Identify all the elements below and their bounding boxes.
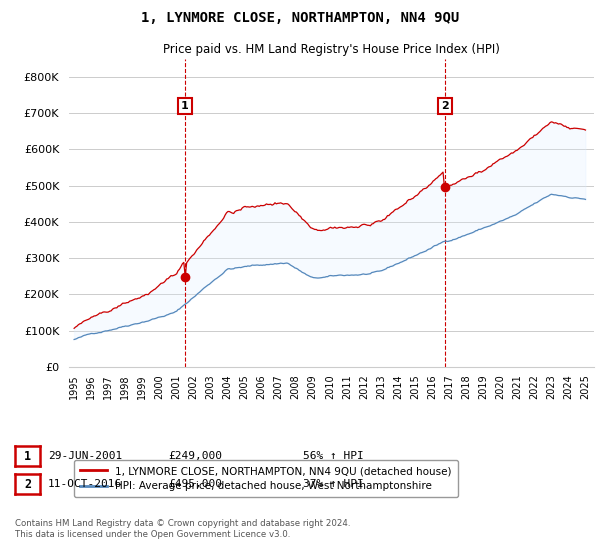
Text: 1, LYNMORE CLOSE, NORTHAMPTON, NN4 9QU: 1, LYNMORE CLOSE, NORTHAMPTON, NN4 9QU [141, 11, 459, 25]
Text: 1: 1 [181, 101, 189, 111]
Legend: 1, LYNMORE CLOSE, NORTHAMPTON, NN4 9QU (detached house), HPI: Average price, det: 1, LYNMORE CLOSE, NORTHAMPTON, NN4 9QU (… [74, 460, 458, 497]
Text: 29-JUN-2001: 29-JUN-2001 [48, 451, 122, 461]
Text: 11-OCT-2016: 11-OCT-2016 [48, 479, 122, 489]
Text: 1: 1 [24, 450, 31, 463]
Text: £249,000: £249,000 [168, 451, 222, 461]
Text: Contains HM Land Registry data © Crown copyright and database right 2024.
This d: Contains HM Land Registry data © Crown c… [15, 520, 350, 539]
Text: £495,000: £495,000 [168, 479, 222, 489]
Text: 2: 2 [441, 101, 449, 111]
Text: 2: 2 [24, 478, 31, 491]
Text: 37% ↑ HPI: 37% ↑ HPI [303, 479, 364, 489]
Text: 56% ↑ HPI: 56% ↑ HPI [303, 451, 364, 461]
Title: Price paid vs. HM Land Registry's House Price Index (HPI): Price paid vs. HM Land Registry's House … [163, 43, 500, 56]
